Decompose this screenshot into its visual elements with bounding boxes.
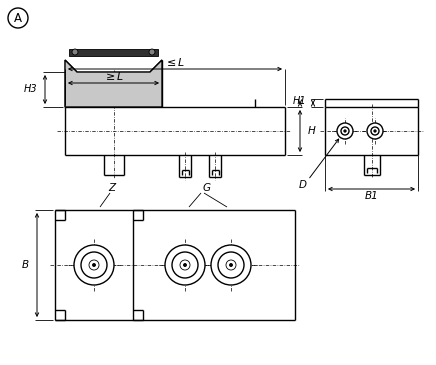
Circle shape bbox=[344, 130, 346, 132]
Text: H3: H3 bbox=[24, 85, 37, 95]
Circle shape bbox=[81, 252, 107, 278]
Circle shape bbox=[371, 127, 379, 135]
Circle shape bbox=[8, 8, 28, 28]
Text: G: G bbox=[203, 183, 211, 193]
Polygon shape bbox=[69, 49, 158, 55]
Text: H1: H1 bbox=[293, 96, 306, 106]
Circle shape bbox=[92, 264, 95, 266]
Circle shape bbox=[149, 49, 155, 55]
Circle shape bbox=[172, 252, 198, 278]
Circle shape bbox=[165, 245, 205, 285]
Polygon shape bbox=[65, 60, 162, 107]
Circle shape bbox=[218, 252, 244, 278]
Circle shape bbox=[74, 245, 114, 285]
Text: B: B bbox=[22, 260, 29, 270]
Text: $\geq L$: $\geq L$ bbox=[103, 70, 124, 82]
Circle shape bbox=[229, 264, 232, 266]
Text: Z: Z bbox=[109, 183, 116, 193]
Circle shape bbox=[184, 264, 187, 266]
Text: H: H bbox=[308, 126, 316, 136]
Circle shape bbox=[180, 260, 190, 270]
Circle shape bbox=[374, 130, 376, 132]
Circle shape bbox=[226, 260, 236, 270]
Circle shape bbox=[341, 127, 349, 135]
Text: B1: B1 bbox=[364, 191, 378, 201]
Circle shape bbox=[211, 245, 251, 285]
Circle shape bbox=[72, 49, 78, 55]
Circle shape bbox=[337, 123, 353, 139]
Circle shape bbox=[89, 260, 99, 270]
Circle shape bbox=[367, 123, 383, 139]
Text: $\leq L$: $\leq L$ bbox=[164, 56, 186, 68]
Text: A: A bbox=[14, 12, 22, 24]
Text: D: D bbox=[299, 180, 307, 190]
